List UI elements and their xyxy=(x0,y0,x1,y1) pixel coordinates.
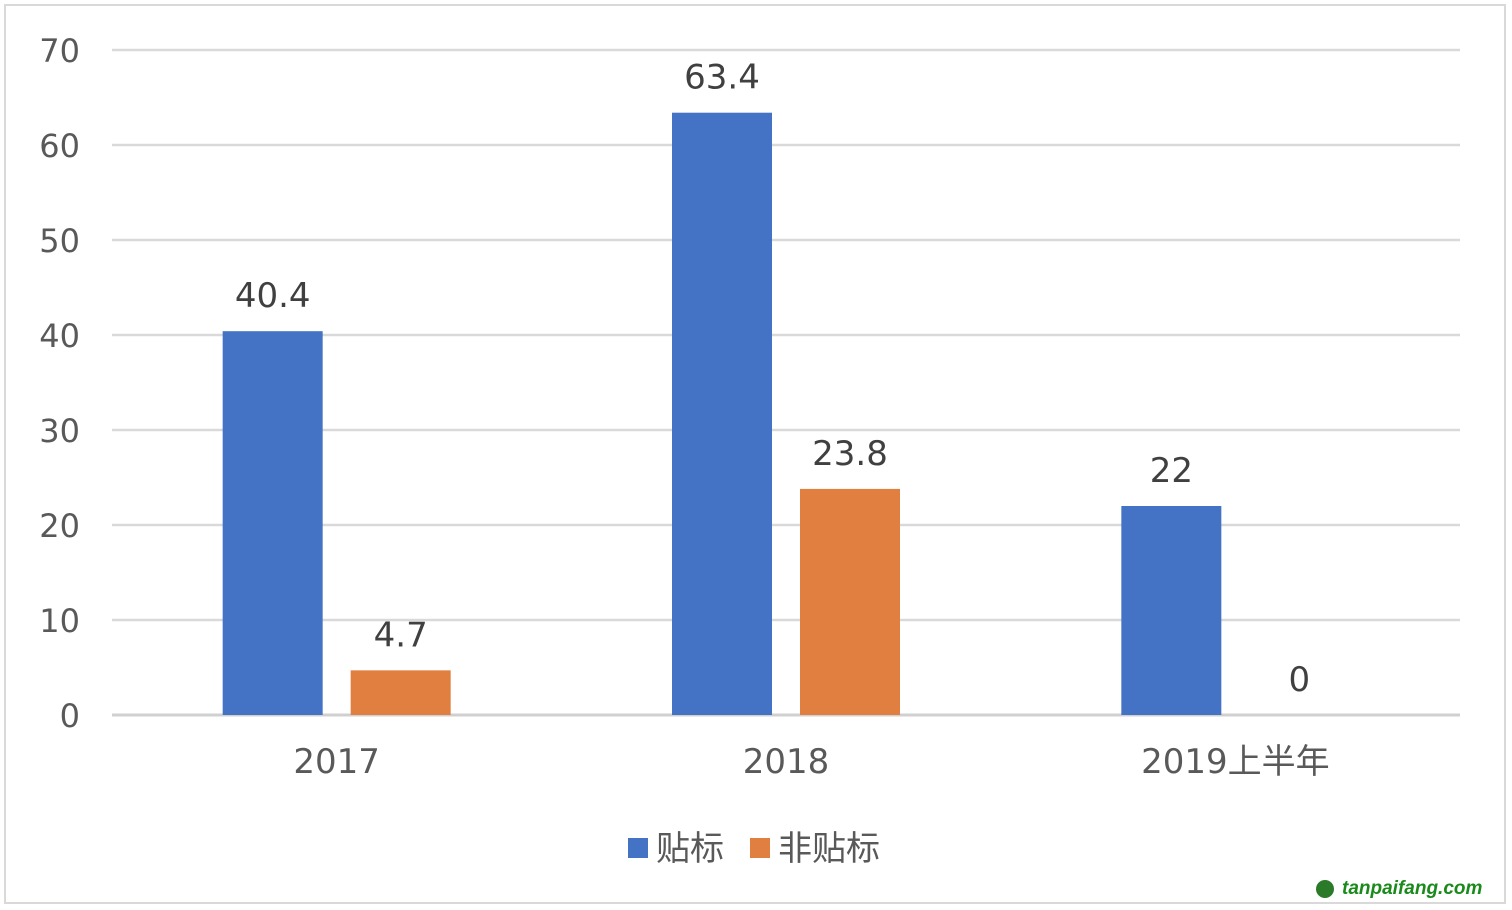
bar-非贴标 xyxy=(350,670,451,715)
data-label: 63.4 xyxy=(684,58,760,98)
watermark: tanpaifang.com xyxy=(1316,878,1482,900)
bar-贴标 xyxy=(222,331,323,715)
y-tick-label: 0 xyxy=(60,697,80,735)
y-tick-label: 60 xyxy=(39,127,80,165)
y-tick-label: 70 xyxy=(39,32,80,70)
legend-label: 贴标 xyxy=(656,829,724,869)
y-tick-label: 10 xyxy=(39,602,80,640)
data-label: 23.8 xyxy=(812,434,888,474)
x-tick-label: 2019上半年 xyxy=(1141,742,1330,782)
data-label: 40.4 xyxy=(235,276,311,316)
legend-swatch-icon xyxy=(750,838,770,858)
data-label: 22 xyxy=(1150,451,1193,491)
y-tick-label: 30 xyxy=(39,412,80,450)
legend-label: 非贴标 xyxy=(778,829,880,869)
data-label: 0 xyxy=(1289,660,1311,700)
watermark-text: tanpaifang.com xyxy=(1342,878,1483,899)
legend-swatch-icon xyxy=(628,838,648,858)
y-tick-label: 40 xyxy=(39,317,80,355)
x-tick-label: 2017 xyxy=(293,742,380,782)
bar-贴标 xyxy=(1121,506,1222,715)
watermark-logo-icon xyxy=(1316,880,1334,898)
data-label: 4.7 xyxy=(374,615,428,655)
bar-贴标 xyxy=(672,112,772,715)
x-tick-label: 2018 xyxy=(743,742,830,782)
y-tick-label: 20 xyxy=(39,507,80,545)
chart-frame xyxy=(4,4,1506,904)
y-tick-label: 50 xyxy=(39,222,80,260)
bar-非贴标 xyxy=(800,488,900,715)
